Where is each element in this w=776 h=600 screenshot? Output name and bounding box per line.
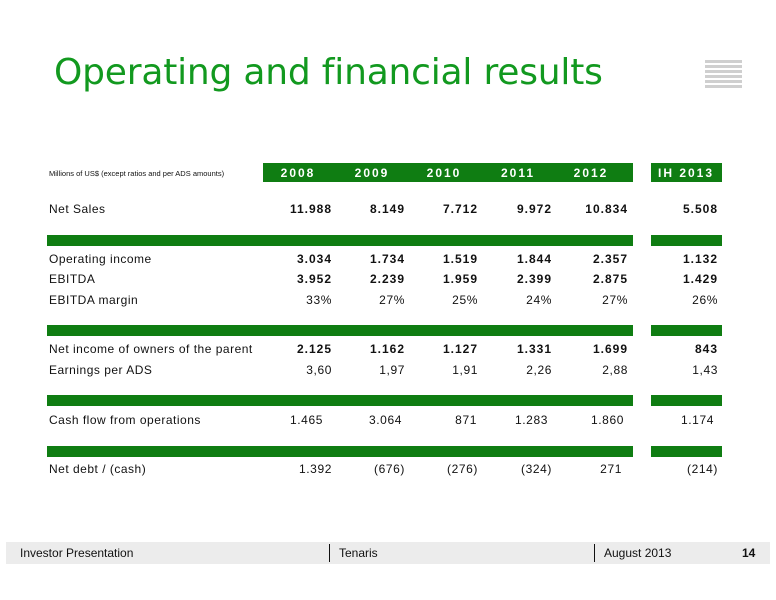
cell-value: 1,97 xyxy=(379,363,405,377)
row-label: Operating income xyxy=(49,252,152,266)
cell-value: 1.283 xyxy=(514,413,548,427)
cell-value: 9.972 xyxy=(516,202,552,216)
cell-value: 5.508 xyxy=(682,202,718,216)
section-divider xyxy=(47,395,633,406)
cell-value: 1.844 xyxy=(516,252,552,266)
year-header: 2010 xyxy=(426,166,462,180)
cell-value: 1.519 xyxy=(442,252,478,266)
section-divider xyxy=(651,446,722,457)
cell-value: 24% xyxy=(526,293,552,307)
row-label: Cash flow from operations xyxy=(49,413,201,427)
cell-value: (324) xyxy=(520,462,552,476)
cell-value: 843 xyxy=(694,342,718,356)
cell-value: 1,43 xyxy=(692,363,718,377)
year-header: 2011 xyxy=(500,166,536,180)
cell-value: 27% xyxy=(602,293,628,307)
cell-value: 1.162 xyxy=(369,342,405,356)
section-divider xyxy=(651,395,722,406)
units-caption: Millions of US$ (except ratios and per A… xyxy=(49,169,225,178)
cell-value: 1.959 xyxy=(442,272,478,286)
cell-value: 1.127 xyxy=(442,342,478,356)
cell-value: 10.834 xyxy=(585,202,628,216)
cell-value: 1.465 xyxy=(289,413,323,427)
tenaris-logo-icon xyxy=(705,60,742,92)
cell-value: 2.399 xyxy=(516,272,552,286)
cell-value: 1,91 xyxy=(452,363,478,377)
cell-value: (676) xyxy=(373,462,405,476)
year-header: IH 2013 xyxy=(657,166,715,180)
cell-value: 25% xyxy=(452,293,478,307)
cell-value: 1.860 xyxy=(590,413,624,427)
cell-value: 271 xyxy=(600,462,622,476)
ih2013-header-bar: IH 2013 xyxy=(651,163,722,182)
cell-value: 3.064 xyxy=(368,413,402,427)
cell-value: 1.734 xyxy=(369,252,405,266)
year-header-bar: 2008 2009 2010 2011 2012 xyxy=(263,163,633,182)
section-divider xyxy=(47,446,633,457)
cell-value: 11.988 xyxy=(289,202,332,216)
section-divider xyxy=(47,235,633,246)
row-label: EBITDA margin xyxy=(49,293,139,307)
cell-value: 2.125 xyxy=(296,342,332,356)
cell-value: 1.429 xyxy=(682,272,718,286)
cell-value: 2,88 xyxy=(602,363,628,377)
cell-value: 8.149 xyxy=(369,202,405,216)
cell-value: 2.239 xyxy=(369,272,405,286)
cell-value: 2.357 xyxy=(592,252,628,266)
cell-value: 871 xyxy=(455,413,477,427)
cell-value: 2.875 xyxy=(592,272,628,286)
row-label: Net debt / (cash) xyxy=(49,462,147,476)
cell-value: 1.699 xyxy=(592,342,628,356)
cell-value: 26% xyxy=(692,293,718,307)
footer-presentation-label: Investor Presentation xyxy=(20,546,134,560)
cell-value: 1.331 xyxy=(516,342,552,356)
cell-value: 1.132 xyxy=(682,252,718,266)
footer-date-label: August 2013 xyxy=(604,546,672,560)
year-header: 2009 xyxy=(354,166,390,180)
cell-value: (214) xyxy=(686,462,718,476)
section-divider xyxy=(651,325,722,336)
page-title: Operating and financial results xyxy=(54,52,603,93)
cell-value: 3,60 xyxy=(306,363,332,377)
footer-company-label: Tenaris xyxy=(339,546,378,560)
row-label: Earnings per ADS xyxy=(49,363,153,377)
year-header: 2008 xyxy=(280,166,316,180)
page-number: 14 xyxy=(742,546,756,560)
cell-value: 3.952 xyxy=(296,272,332,286)
footer-divider xyxy=(329,544,330,562)
cell-value: (276) xyxy=(446,462,478,476)
cell-value: 2,26 xyxy=(526,363,552,377)
section-divider xyxy=(651,235,722,246)
footer: Investor Presentation Tenaris August 201… xyxy=(6,542,770,564)
cell-value: 27% xyxy=(379,293,405,307)
footer-divider xyxy=(594,544,595,562)
row-label: Net Sales xyxy=(49,202,106,216)
row-label: Net income of owners of the parent xyxy=(49,342,253,356)
cell-value: 7.712 xyxy=(442,202,478,216)
cell-value: 3.034 xyxy=(296,252,332,266)
year-header: 2012 xyxy=(573,166,609,180)
cell-value: 33% xyxy=(306,293,332,307)
section-divider xyxy=(47,325,633,336)
cell-value: 1.174 xyxy=(680,413,714,427)
row-label: EBITDA xyxy=(49,272,96,286)
cell-value: 1.392 xyxy=(298,462,332,476)
